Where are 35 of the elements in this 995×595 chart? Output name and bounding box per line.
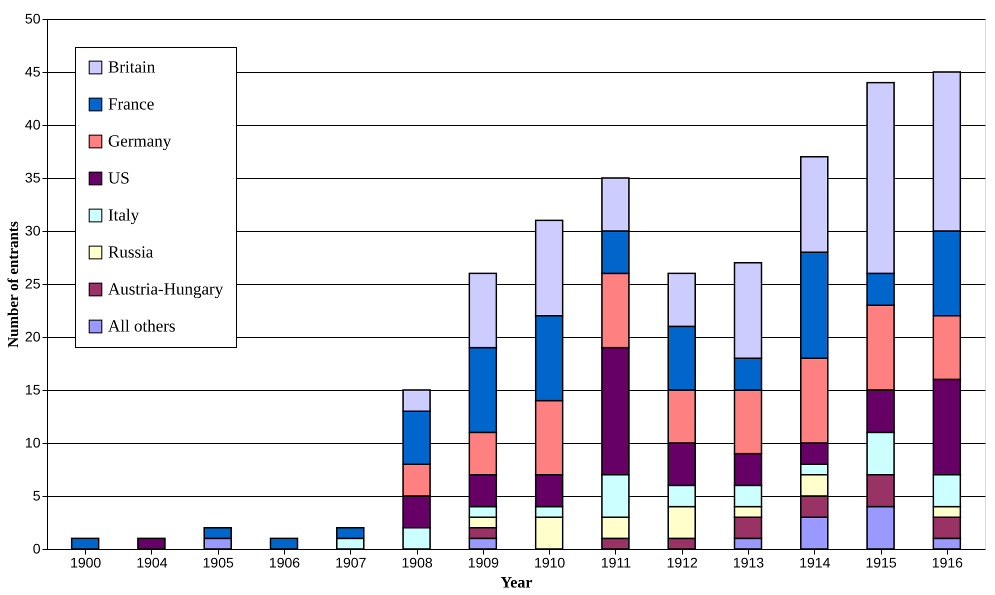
- legend-label: US: [108, 168, 130, 188]
- y-tick-label: 30: [24, 222, 41, 238]
- x-tick-label: 1912: [666, 554, 698, 570]
- x-tick-label: 1907: [335, 554, 367, 570]
- x-tick-label: 1914: [799, 554, 831, 570]
- x-tick-label: 1910: [534, 554, 566, 570]
- y-tick-label: 50: [24, 10, 41, 26]
- y-tick-label: 25: [24, 276, 41, 292]
- x-tick-label: 1906: [268, 554, 300, 570]
- y-tick-label: 40: [24, 116, 41, 132]
- y-tick-label: 45: [24, 64, 41, 80]
- x-tick-label: 1911: [600, 554, 632, 570]
- x-tick-label: 1908: [401, 554, 433, 570]
- x-axis-title: Year: [500, 574, 532, 592]
- legend-label: France: [108, 94, 154, 114]
- x-tick-label: 1904: [136, 554, 168, 570]
- y-tick-label: 35: [24, 170, 41, 186]
- legend-label: All others: [108, 316, 176, 336]
- y-axis-title: Number of entrants: [6, 221, 22, 348]
- y-tick-label: 15: [24, 382, 41, 398]
- x-tick-label: 1900: [70, 554, 102, 570]
- y-tick-label: 10: [24, 434, 41, 450]
- legend-label: Austria-Hungary: [108, 280, 224, 298]
- legend-label: Germany: [108, 132, 172, 150]
- x-tick-label: 1913: [732, 554, 764, 570]
- legend-label: Britain: [108, 58, 156, 76]
- y-tick-label: 20: [24, 328, 41, 344]
- legend-label: Russia: [108, 242, 154, 262]
- legend-label: Italy: [108, 206, 140, 224]
- x-tick-label: 1915: [865, 554, 897, 570]
- x-tick-label: 1909: [468, 554, 500, 570]
- y-tick-label: 0: [32, 540, 41, 556]
- x-tick-label: 1916: [932, 554, 964, 570]
- x-tick-label: 1905: [202, 554, 234, 570]
- y-tick-label: 5: [32, 488, 41, 504]
